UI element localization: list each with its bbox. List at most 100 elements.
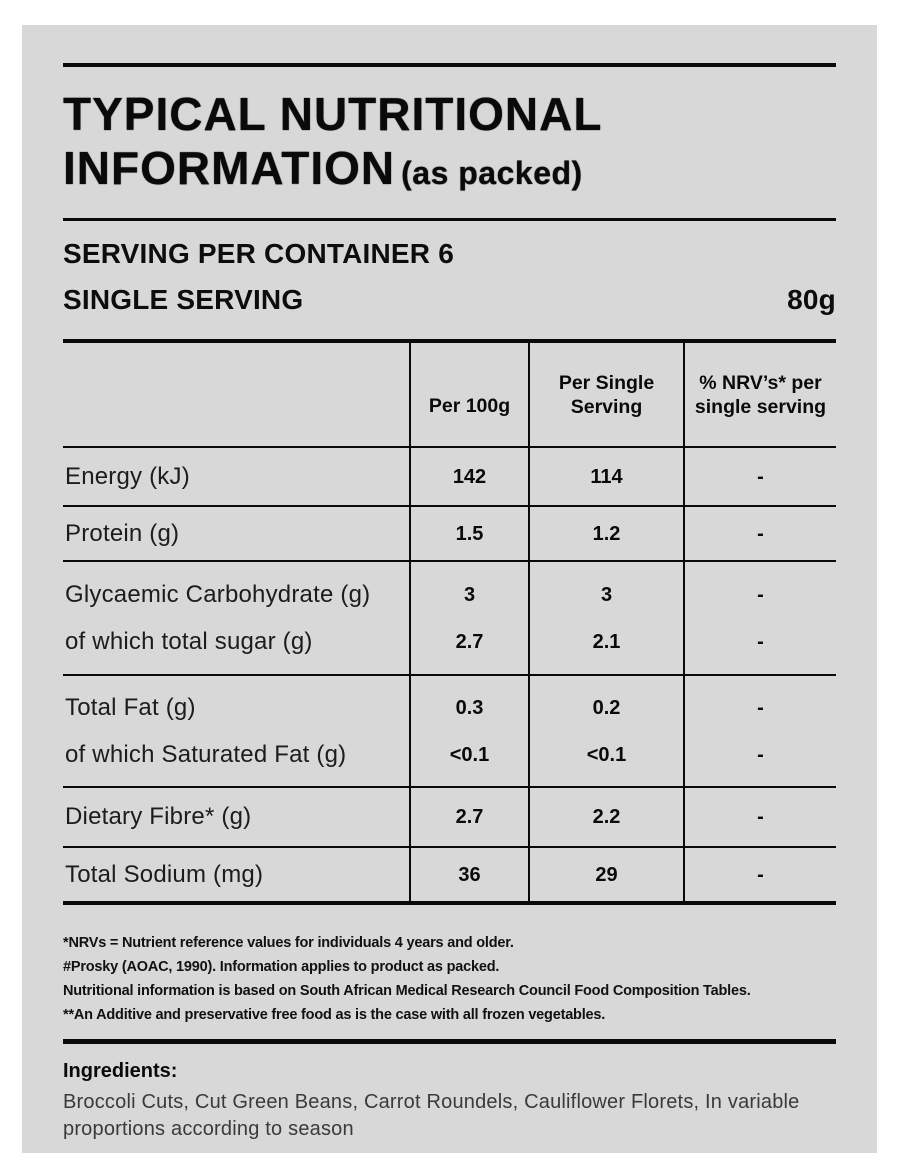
cell-line: 1.5 [455, 522, 484, 545]
cell-line: 0.2 [592, 696, 621, 719]
cell-line: 114 [590, 465, 623, 488]
header-row: Per 100g Per Single Serving % NRV’s* per… [63, 341, 836, 448]
per-serving-cell-content: 3 2.1 [530, 580, 683, 657]
cell-line: - [757, 806, 764, 828]
cell-line: - [757, 696, 764, 719]
cell-line: of which total sugar (g) [65, 627, 313, 655]
nutrient-label-cell-content: Total Fat (g) of which Saturated Fat (g) [63, 693, 409, 770]
single-serving-value: 80g [787, 284, 836, 315]
table-row: Protein (g) 1.5 1.2 - [63, 506, 836, 562]
cell-line: 0.3 [455, 696, 484, 719]
footnote-line: Nutritional information is based on Sout… [63, 983, 751, 999]
nrv-cell-content: -- [685, 693, 836, 770]
per-serving-cell: 3 2.1 [528, 561, 684, 676]
header-nrv: % NRV’s* per single serving [683, 341, 836, 448]
per-100g-cell: 36 [409, 847, 529, 905]
nutrient-label-cell-content: Protein (g) [63, 519, 409, 549]
per-serving-cell: 29 [528, 847, 684, 905]
cell-line: 1.2 [592, 522, 621, 545]
per-serving-cell-content: 2.2 [530, 802, 683, 832]
header-per-single-serving: Per Single Serving [528, 341, 684, 448]
nutrition-table-body: Energy (kJ) 142 114 - Protein (g) 1.5 1.2 - Glyc… [63, 447, 836, 905]
cell-line: 3 [600, 583, 613, 606]
title-suffix: (as packed) [401, 155, 583, 191]
ingredients-heading: Ingredients: [63, 1060, 178, 1082]
footnote-divider [63, 1039, 836, 1044]
per-100g-cell-content: 0.3 <0.1 [411, 693, 528, 770]
label-content: TYPICAL NUTRITIONAL INFORMATION (as packed… [22, 63, 877, 1143]
per-serving-cell: 0.2 <0.1 [528, 675, 684, 788]
cell-line: Glycaemic Carbohydrate (g) [65, 580, 371, 608]
nutrition-table-header: Per 100g Per Single Serving % NRV’s* per… [63, 341, 836, 448]
header-nrv-text: % NRV’s* per single serving [694, 371, 827, 418]
header-per-100g: Per 100g [409, 341, 529, 448]
table-row: Total Sodium (mg) 36 29 - [63, 847, 836, 905]
cell-line: Total Fat (g) [65, 693, 196, 721]
table-row: Glycaemic Carbohydrate (g) of which total… [63, 561, 836, 676]
nutrient-label-cell-content: Energy (kJ) [63, 462, 409, 492]
footnotes: *NRVs = Nutrient reference values for in… [63, 931, 836, 1027]
cell-line: 2.7 [455, 630, 484, 653]
nrv-cell: - [683, 787, 836, 848]
footnote-line: **An Additive and preservative free food… [63, 1007, 606, 1023]
cell-line: Energy (kJ) [65, 462, 190, 490]
cell-line: <0.1 [586, 743, 627, 766]
cell-line: 2.1 [592, 630, 621, 653]
per-serving-cell-content: 114 [530, 462, 683, 492]
ingredients-section: Ingredients: Broccoli Cuts, Cut Green Be… [63, 1058, 836, 1143]
per-serving-cell: 114 [528, 447, 684, 507]
per-100g-cell: 1.5 [409, 506, 529, 562]
per-100g-cell-content: 142 [411, 462, 528, 492]
per-100g-cell: 3 2.7 [409, 561, 529, 676]
table-row: Energy (kJ) 142 114 - [63, 447, 836, 507]
per-100g-cell: 0.3 <0.1 [409, 675, 529, 788]
footnote-line: #Prosky (AOAC, 1990). Information applie… [63, 959, 500, 975]
cell-line: 3 [463, 583, 476, 606]
per-serving-cell: 2.2 [528, 787, 684, 848]
header-nutrient [63, 341, 410, 448]
cell-line: 29 [595, 863, 618, 886]
per-100g-cell: 142 [409, 447, 529, 507]
title-line1: TYPICAL NUTRITIONAL [63, 88, 603, 140]
per-serving-cell: 1.2 [528, 506, 684, 562]
table-row: Dietary Fibre* (g) 2.7 2.2 - [63, 787, 836, 848]
header-per-single-serving-text: Per Single Serving [558, 371, 655, 418]
per-100g-cell: 2.7 [409, 787, 529, 848]
footnote-line: *NRVs = Nutrient reference values for in… [63, 935, 514, 951]
cell-line: - [757, 522, 764, 545]
cell-line: - [757, 743, 764, 766]
nutrient-label-cell: Protein (g) [63, 506, 410, 562]
per-100g-cell-content: 1.5 [411, 519, 528, 549]
single-serving-row: SINGLE SERVING 80g [63, 283, 836, 317]
nrv-cell: - [683, 506, 836, 562]
nrv-cell-content: - [685, 462, 836, 492]
cell-line: 2.7 [455, 806, 484, 828]
header-per-100g-text: Per 100g [428, 394, 511, 417]
nutrient-label-cell: Dietary Fibre* (g) [63, 787, 410, 848]
title-divider [63, 218, 836, 221]
page-title: TYPICAL NUTRITIONAL INFORMATION (as packed… [63, 87, 836, 200]
cell-line: <0.1 [449, 743, 490, 766]
nutrient-label-cell-content: Glycaemic Carbohydrate (g) of which total… [63, 580, 409, 657]
nutrient-label-cell: Energy (kJ) [63, 447, 410, 507]
per-serving-cell-content: 29 [530, 860, 683, 890]
per-100g-cell-content: 36 [411, 860, 528, 890]
table-row: Total Fat (g) of which Saturated Fat (g) 0… [63, 675, 836, 788]
serving-per-container-text: SERVING PER CONTAINER 6 [63, 238, 454, 269]
serving-per-container: SERVING PER CONTAINER 6 [63, 237, 836, 271]
nutrient-label-cell: Glycaemic Carbohydrate (g) of which total… [63, 561, 410, 676]
ingredients-text: Broccoli Cuts, Cut Green Beans, Carrot R… [63, 1091, 800, 1140]
cell-line: Dietary Fibre* (g) [65, 803, 252, 830]
nrv-cell-content: - [685, 519, 836, 549]
title-line2: INFORMATION [63, 142, 396, 194]
single-serving-label: SINGLE SERVING [63, 284, 304, 315]
nutrient-label-cell-content: Dietary Fibre* (g) [63, 802, 409, 832]
cell-line: - [757, 465, 764, 488]
per-100g-cell-content: 2.7 [411, 802, 528, 832]
cell-line: Total Sodium (mg) [65, 860, 264, 888]
nrv-cell-content: -- [685, 580, 836, 657]
per-serving-cell-content: 0.2 <0.1 [530, 693, 683, 770]
cell-line: 142 [452, 465, 487, 488]
nrv-cell-content: - [685, 802, 836, 832]
per-serving-cell-content: 1.2 [530, 519, 683, 549]
